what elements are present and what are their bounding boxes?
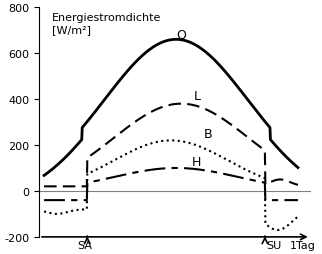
Text: H: H (191, 155, 201, 168)
Text: SU: SU (266, 240, 281, 250)
Text: Energiestromdichte
[W/m²]: Energiestromdichte [W/m²] (52, 13, 161, 35)
Text: SA: SA (77, 240, 92, 250)
Text: L: L (194, 90, 201, 103)
Text: B: B (204, 128, 213, 140)
Text: Q: Q (176, 28, 186, 41)
Text: 1Tag: 1Tag (290, 240, 316, 250)
